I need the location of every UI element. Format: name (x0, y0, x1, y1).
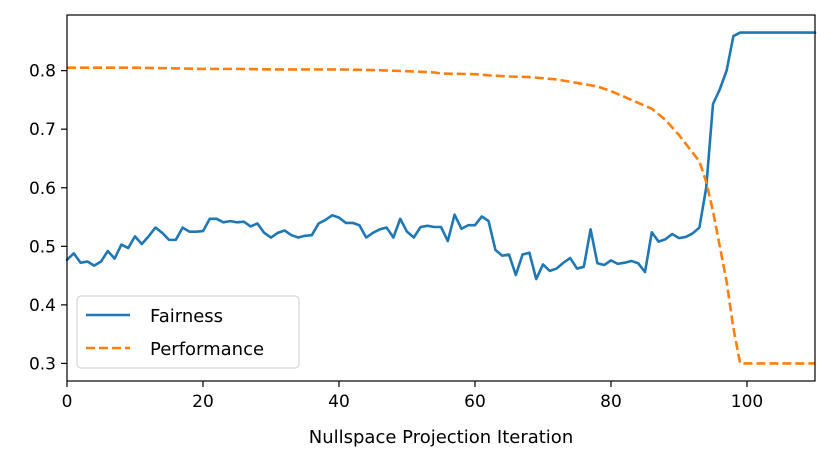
x-axis-label: Nullspace Projection Iteration (309, 427, 573, 448)
series-layer (65, 31, 817, 365)
x-tick-label: 40 (328, 392, 350, 412)
y-axis-ticks: 0.3 0.4 0.5 0.6 0.7 0.8 (29, 62, 67, 374)
x-tick-label: 20 (192, 392, 214, 412)
y-tick-label: 0.3 (29, 354, 56, 374)
x-tick-label: 80 (600, 392, 622, 412)
plot-frame (66, 14, 816, 382)
series-line-fairness (65, 31, 817, 281)
x-tick-label: 100 (731, 392, 763, 412)
legend-fairness-label: Fairness (150, 306, 223, 327)
x-tick-label: 0 (62, 392, 73, 412)
x-axis-ticks: 0 20 40 60 80 100 (62, 381, 763, 412)
y-tick-label: 0.8 (29, 62, 56, 82)
legend: Fairness Performance (76, 295, 300, 369)
y-tick-label: 0.5 (29, 237, 56, 257)
legend-box (76, 295, 300, 369)
y-tick-label: 0.7 (29, 120, 56, 140)
y-tick-label: 0.4 (29, 296, 56, 316)
y-tick-label: 0.6 (29, 179, 56, 199)
legend-performance-label: Performance (150, 339, 264, 360)
x-tick-label: 60 (464, 392, 486, 412)
series-line-performance (67, 66, 815, 365)
